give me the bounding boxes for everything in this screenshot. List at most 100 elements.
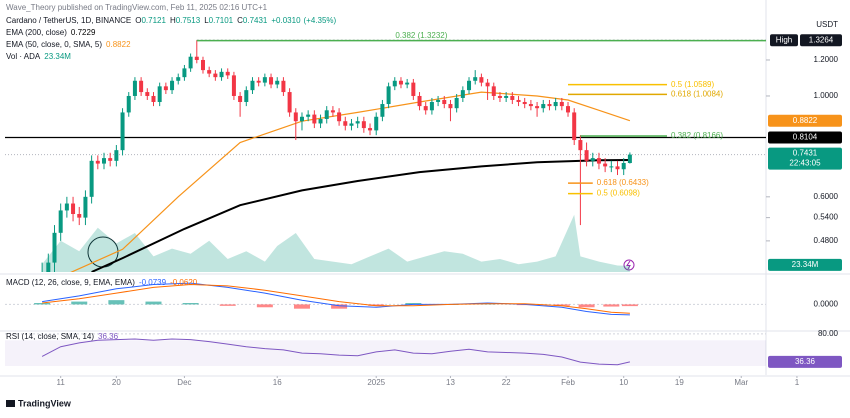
y-tick-label: 80.00 bbox=[818, 329, 839, 338]
candle-body bbox=[578, 140, 583, 151]
macd-histogram-bar bbox=[603, 304, 620, 307]
indicator-tag-bg bbox=[768, 355, 842, 368]
fib-levels: 0.382 (1.3232) 0.5 (1.0589)0.618 (1.0084)… bbox=[196, 31, 766, 198]
candle-body bbox=[547, 104, 552, 107]
candle-body bbox=[244, 90, 249, 102]
candle-body bbox=[262, 77, 267, 83]
quote-key: L bbox=[204, 16, 209, 25]
candle-body bbox=[510, 95, 515, 100]
candle-body bbox=[293, 112, 298, 122]
macd-histogram-bar bbox=[331, 304, 348, 309]
fib-label: 0.382 (1.3232) bbox=[395, 31, 447, 40]
candle-body bbox=[139, 80, 144, 93]
candle-body bbox=[151, 95, 156, 102]
candle-body bbox=[423, 106, 428, 111]
price-axis: 1.2000 1.0000 0.6000 0.5400 0.4800 High 1.3264… bbox=[766, 34, 842, 271]
fib-label: 0.618 (0.6433) bbox=[597, 178, 649, 187]
candle-body bbox=[157, 86, 162, 102]
candle-body bbox=[250, 80, 255, 91]
unit-label: USDT bbox=[816, 20, 838, 29]
candle-body bbox=[411, 82, 416, 96]
candle-body bbox=[479, 77, 484, 83]
candle-body bbox=[504, 95, 509, 98]
quote-value: 0.7513 bbox=[176, 16, 201, 25]
candle-body bbox=[473, 77, 478, 81]
fib-label: 0.382 (0.8166) bbox=[671, 131, 723, 140]
candle-body bbox=[528, 104, 533, 107]
candle-body bbox=[392, 80, 397, 87]
last-price-bg bbox=[768, 147, 842, 170]
candle-body bbox=[89, 160, 94, 197]
quote-key: H bbox=[170, 16, 176, 25]
candle-body bbox=[559, 101, 564, 107]
candle-body bbox=[535, 106, 540, 109]
indicator-tag: 36.36 bbox=[795, 357, 816, 366]
level-price-tag-bg bbox=[768, 131, 842, 144]
candle-body bbox=[58, 210, 63, 233]
indicator-value: -0.0739 bbox=[139, 278, 167, 287]
candle-body bbox=[343, 121, 348, 126]
candle-body bbox=[207, 70, 212, 74]
indicator-title: RSI (14, close, SMA, 14) bbox=[6, 332, 94, 341]
high-value-bg bbox=[800, 34, 842, 47]
candle-body bbox=[429, 101, 434, 111]
event-icon[interactable] bbox=[623, 259, 635, 271]
candle-body bbox=[374, 116, 379, 131]
macd-histogram-bar bbox=[219, 304, 236, 306]
fib-label: 0.618 (1.0084) bbox=[671, 89, 723, 98]
macd-histogram-bar bbox=[405, 303, 422, 305]
candle-body bbox=[349, 123, 354, 126]
y-tick-label: 1.2000 bbox=[814, 55, 839, 64]
macd-histogram-bar bbox=[108, 300, 125, 305]
overlay-legend: EMA (50, close, 0, SMA, 5) 0.8822 bbox=[6, 40, 131, 49]
quote-value: 0.7101 bbox=[209, 16, 234, 25]
x-tick-label: 11 bbox=[57, 378, 66, 387]
x-tick-label: 10 bbox=[619, 378, 628, 387]
indicator-title: MACD (12, 26, close, 9, EMA, EMA) bbox=[6, 278, 135, 287]
candle-body bbox=[454, 97, 459, 109]
overlay-value: 0.7229 bbox=[71, 28, 96, 37]
indicator-line bbox=[41, 338, 631, 366]
level-price-tag: 0.8104 bbox=[793, 133, 818, 142]
footer-logo: TradingView bbox=[6, 398, 72, 408]
macd-pane bbox=[5, 282, 766, 316]
macd-histogram-bar bbox=[34, 303, 51, 305]
event-icon-bolt bbox=[626, 260, 631, 270]
candle-body bbox=[324, 110, 329, 119]
macd-histogram-bar bbox=[578, 304, 595, 308]
candle-body bbox=[64, 203, 69, 211]
x-tick-label: 19 bbox=[675, 378, 684, 387]
candle-body bbox=[306, 114, 311, 117]
candle-body bbox=[436, 99, 441, 102]
candle-body bbox=[485, 82, 490, 87]
high-tag-bg bbox=[770, 34, 798, 47]
candle-body bbox=[398, 80, 403, 85]
x-tick-label: 2025 bbox=[367, 378, 385, 387]
logo-mark bbox=[6, 400, 15, 407]
macd-histogram-bar bbox=[145, 301, 162, 305]
candle-body bbox=[615, 166, 620, 170]
candle-body bbox=[405, 82, 410, 85]
price-pane bbox=[5, 39, 766, 272]
candle-body bbox=[182, 68, 187, 78]
candle-body bbox=[355, 121, 360, 124]
candle-body bbox=[238, 95, 243, 102]
candle-body bbox=[596, 158, 601, 164]
indicator-legend: RSI (14, close, SMA, 14) 36.36 bbox=[6, 332, 119, 341]
candle-body bbox=[46, 262, 51, 272]
overlay-legend: EMA (200, close) 0.7229 bbox=[6, 28, 96, 37]
volume-tag: 23.34M bbox=[792, 260, 819, 269]
candle-body bbox=[200, 59, 205, 71]
candle-body bbox=[621, 163, 626, 170]
candle-body bbox=[188, 56, 193, 69]
candle-body bbox=[231, 75, 236, 96]
ema-line bbox=[91, 159, 630, 272]
candle-body bbox=[553, 101, 558, 107]
candle-body bbox=[256, 80, 261, 83]
candle-body bbox=[120, 112, 125, 151]
overlay-value: 0.8822 bbox=[106, 40, 131, 49]
x-tick-label: 1 bbox=[795, 378, 800, 387]
macd-histogram-bar bbox=[553, 304, 570, 306]
countdown: 22:43:05 bbox=[789, 159, 821, 168]
y-tick-label: 1.0000 bbox=[814, 91, 839, 100]
